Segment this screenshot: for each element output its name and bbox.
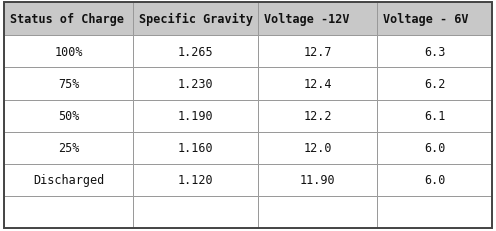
Bar bbox=[4, 196, 133, 228]
Bar bbox=[258, 132, 377, 164]
Text: 1.265: 1.265 bbox=[178, 46, 213, 59]
Text: 6.2: 6.2 bbox=[424, 78, 445, 91]
Text: 1.230: 1.230 bbox=[178, 78, 213, 91]
Bar bbox=[133, 36, 258, 68]
Text: 6.0: 6.0 bbox=[424, 142, 445, 155]
Bar bbox=[133, 196, 258, 228]
Bar bbox=[258, 100, 377, 132]
Text: 12.7: 12.7 bbox=[303, 46, 332, 59]
Text: 6.1: 6.1 bbox=[424, 110, 445, 123]
Text: 12.4: 12.4 bbox=[303, 78, 332, 91]
Bar bbox=[133, 100, 258, 132]
Bar bbox=[133, 164, 258, 196]
Bar bbox=[4, 68, 133, 100]
Bar bbox=[377, 68, 492, 100]
Bar bbox=[377, 164, 492, 196]
Bar bbox=[4, 132, 133, 164]
Text: 6.3: 6.3 bbox=[424, 46, 445, 59]
Bar bbox=[377, 132, 492, 164]
Bar bbox=[133, 3, 258, 36]
Bar bbox=[4, 3, 133, 36]
Bar bbox=[258, 68, 377, 100]
Text: 50%: 50% bbox=[58, 110, 79, 123]
Bar bbox=[4, 36, 133, 68]
Text: 1.160: 1.160 bbox=[178, 142, 213, 155]
Text: 100%: 100% bbox=[55, 46, 83, 59]
Text: 12.2: 12.2 bbox=[303, 110, 332, 123]
Text: 1.120: 1.120 bbox=[178, 174, 213, 187]
Text: Discharged: Discharged bbox=[33, 174, 104, 187]
Bar bbox=[377, 196, 492, 228]
Bar bbox=[258, 196, 377, 228]
Bar bbox=[4, 100, 133, 132]
Bar bbox=[377, 100, 492, 132]
Bar bbox=[377, 3, 492, 36]
Text: 6.0: 6.0 bbox=[424, 174, 445, 187]
Text: Voltage -12V: Voltage -12V bbox=[264, 13, 349, 26]
Text: Voltage - 6V: Voltage - 6V bbox=[383, 13, 469, 26]
Bar bbox=[258, 3, 377, 36]
Bar bbox=[4, 164, 133, 196]
Bar bbox=[377, 36, 492, 68]
Text: 25%: 25% bbox=[58, 142, 79, 155]
Bar bbox=[133, 132, 258, 164]
Bar bbox=[133, 68, 258, 100]
Bar bbox=[258, 164, 377, 196]
Text: Status of Charge: Status of Charge bbox=[10, 13, 124, 26]
Text: 75%: 75% bbox=[58, 78, 79, 91]
Text: 12.0: 12.0 bbox=[303, 142, 332, 155]
Text: 1.190: 1.190 bbox=[178, 110, 213, 123]
Text: 11.90: 11.90 bbox=[300, 174, 335, 187]
Bar bbox=[258, 36, 377, 68]
Text: Specific Gravity: Specific Gravity bbox=[139, 13, 253, 26]
